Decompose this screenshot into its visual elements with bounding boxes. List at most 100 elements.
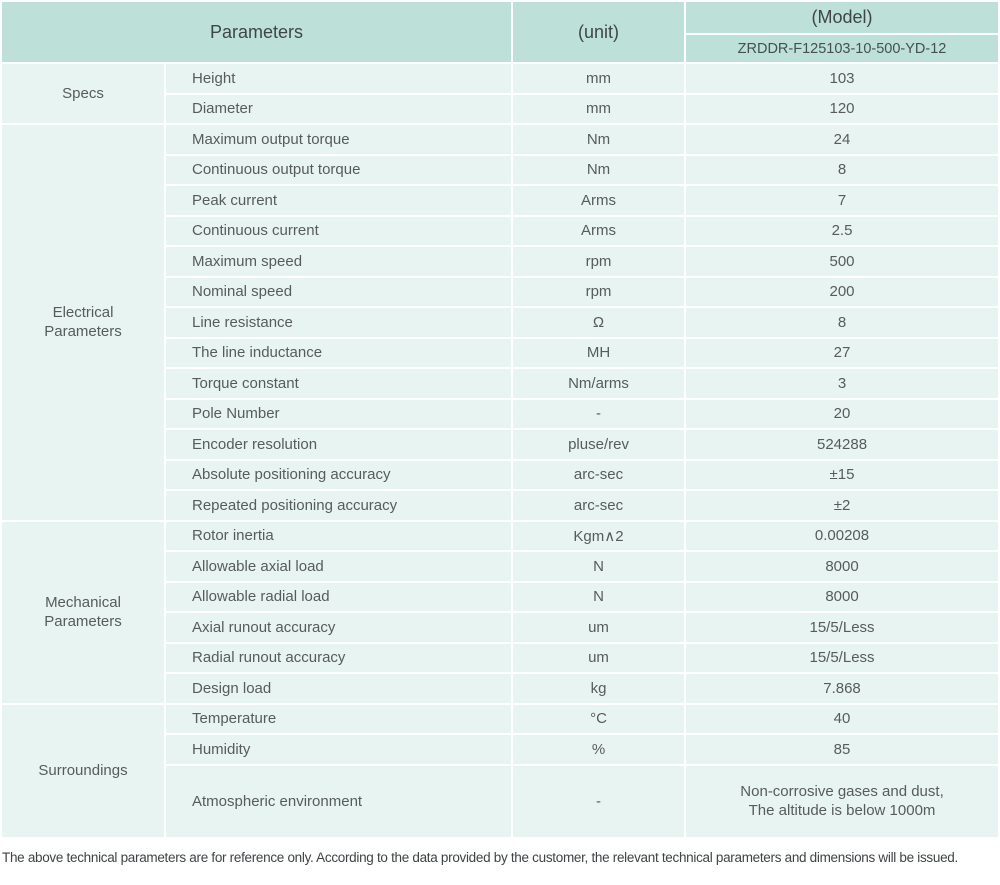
parameter-cell: Rotor inertia — [166, 521, 512, 550]
parameter-cell: Maximum speed — [166, 247, 512, 276]
value-cell: 15/5/Less — [686, 613, 999, 642]
unit-cell: rpm — [513, 247, 685, 276]
parameter-cell: Nominal speed — [166, 277, 512, 306]
table-row: Absolute positioning accuracy arc-sec ±15 — [2, 460, 999, 489]
unit-cell: Nm/arms — [513, 369, 685, 398]
header-row-1: Parameters (unit) (Model) — [2, 2, 999, 62]
table-row: Allowable radial load N 8000 — [2, 582, 999, 611]
parameter-cell: Atmospheric environment — [166, 765, 512, 837]
parameter-cell: Encoder resolution — [166, 430, 512, 459]
parameter-cell: Allowable radial load — [166, 582, 512, 611]
parameter-cell: Temperature — [166, 704, 512, 733]
parameter-cell: Torque constant — [166, 369, 512, 398]
unit-cell: um — [513, 643, 685, 672]
parameter-cell: Maximum output torque — [166, 125, 512, 154]
parameter-cell: Line resistance — [166, 308, 512, 337]
value-cell: ±2 — [686, 491, 999, 520]
parameter-cell: The line inductance — [166, 338, 512, 367]
value-cell: 8000 — [686, 582, 999, 611]
unit-cell: - — [513, 765, 685, 837]
unit-cell: Arms — [513, 216, 685, 245]
parameter-cell: Repeated positioning accuracy — [166, 491, 512, 520]
footer-note: The above technical parameters are for r… — [2, 849, 958, 865]
table-body: Specs Height mm 103 Diameter mm 120 Electrical … — [2, 64, 999, 837]
value-cell: 500 — [686, 247, 999, 276]
table-row: Nominal speed rpm 200 — [2, 277, 999, 306]
unit-cell: N — [513, 552, 685, 581]
value-cell: 103 — [686, 64, 999, 93]
table-row: Maximum speed rpm 500 — [2, 247, 999, 276]
table-row: Encoder resolution pluse/rev 524288 — [2, 430, 999, 459]
value-cell: 7.868 — [686, 674, 999, 703]
value-cell: 8 — [686, 308, 999, 337]
unit-cell: um — [513, 613, 685, 642]
table-row: Allowable axial load N 8000 — [2, 552, 999, 581]
value-cell: 0.00208 — [686, 521, 999, 550]
unit-cell: N — [513, 582, 685, 611]
table-header: Parameters (unit) (Model) ZRDDR-F125103-… — [2, 2, 999, 62]
table-row: Continuous current Arms 2.5 — [2, 216, 999, 245]
table-row: The line inductance MH 27 — [2, 338, 999, 367]
unit-cell: rpm — [513, 277, 685, 306]
value-cell: 2.5 — [686, 216, 999, 245]
unit-header: (unit) — [513, 2, 685, 62]
unit-cell: arc-sec — [513, 491, 685, 520]
value-cell: 24 — [686, 125, 999, 154]
parameter-cell: Pole Number — [166, 399, 512, 428]
unit-cell: Nm — [513, 155, 685, 184]
unit-cell: mm — [513, 64, 685, 93]
category-cell: Mechanical Parameters — [2, 521, 164, 703]
table-row: Diameter mm 120 — [2, 94, 999, 123]
table-row: Mechanical Parameters Rotor inertia Kgm∧2 0… — [2, 521, 999, 703]
parameter-cell: Design load — [166, 674, 512, 703]
table-row: Radial runout accuracy um 15/5/Less — [2, 643, 999, 672]
value-cell: ±15 — [686, 460, 999, 489]
table-row: Continuous output torque Nm 8 — [2, 155, 999, 184]
table-row: Pole Number -20 — [2, 399, 999, 428]
table-row: Atmospheric environment - Non-corrosive ga… — [2, 765, 999, 837]
unit-cell: % — [513, 735, 685, 764]
unit-cell: - — [513, 399, 685, 428]
value-cell: 3 — [686, 369, 999, 398]
table-row: Specs Height mm 103 — [2, 64, 999, 123]
unit-cell: Arms — [513, 186, 685, 215]
value-cell: 200 — [686, 277, 999, 306]
table-row: Peak current Arms 7 — [2, 186, 999, 215]
parameter-cell: Peak current — [166, 186, 512, 215]
parameter-cell: Continuous current — [166, 216, 512, 245]
value-cell: 8 — [686, 155, 999, 184]
table-row: Electrical Parameters Maximum output torq… — [2, 125, 999, 520]
table-row: Humidity% 85 — [2, 735, 999, 764]
parameter-cell: Diameter — [166, 94, 512, 123]
category-cell: Surroundings — [2, 704, 164, 837]
table-row: Design load kg 7.868 — [2, 674, 999, 703]
value-cell: 85 — [686, 735, 999, 764]
table-row: Torque constant Nm/arms 3 — [2, 369, 999, 398]
value-cell: Non-corrosive gases and dust, The altitud… — [686, 765, 999, 837]
value-cell: 8000 — [686, 552, 999, 581]
spec-table: Parameters (unit) (Model) ZRDDR-F125103-… — [2, 2, 999, 837]
table-row: Line resistance Ω 8 — [2, 308, 999, 337]
unit-cell: arc-sec — [513, 460, 685, 489]
value-cell: 15/5/Less — [686, 643, 999, 672]
value-cell: 524288 — [686, 430, 999, 459]
category-cell: Electrical Parameters — [2, 125, 164, 520]
unit-cell: MH — [513, 338, 685, 367]
parameter-cell: Allowable axial load — [166, 552, 512, 581]
value-cell: 120 — [686, 94, 999, 123]
unit-cell: Kgm∧2 — [513, 521, 685, 550]
parameter-cell: Height — [166, 64, 512, 93]
parameters-header: Parameters — [2, 2, 512, 62]
unit-cell: °C — [513, 704, 685, 733]
table-row: Axial runout accuracy um 15/5/Less — [2, 613, 999, 642]
unit-cell: Ω — [513, 308, 685, 337]
model-header: (Model) — [686, 2, 999, 33]
unit-cell: pluse/rev — [513, 430, 685, 459]
table-row: Surroundings Temperature °C 40 — [2, 704, 999, 837]
value-cell: 40 — [686, 704, 999, 733]
unit-cell: kg — [513, 674, 685, 703]
unit-cell: mm — [513, 94, 685, 123]
table-row: Repeated positioning accuracy arc-sec ±2 — [2, 491, 999, 520]
header-row-2: ZRDDR-F125103-10-500-YD-12 — [2, 35, 999, 62]
value-cell: 7 — [686, 186, 999, 215]
